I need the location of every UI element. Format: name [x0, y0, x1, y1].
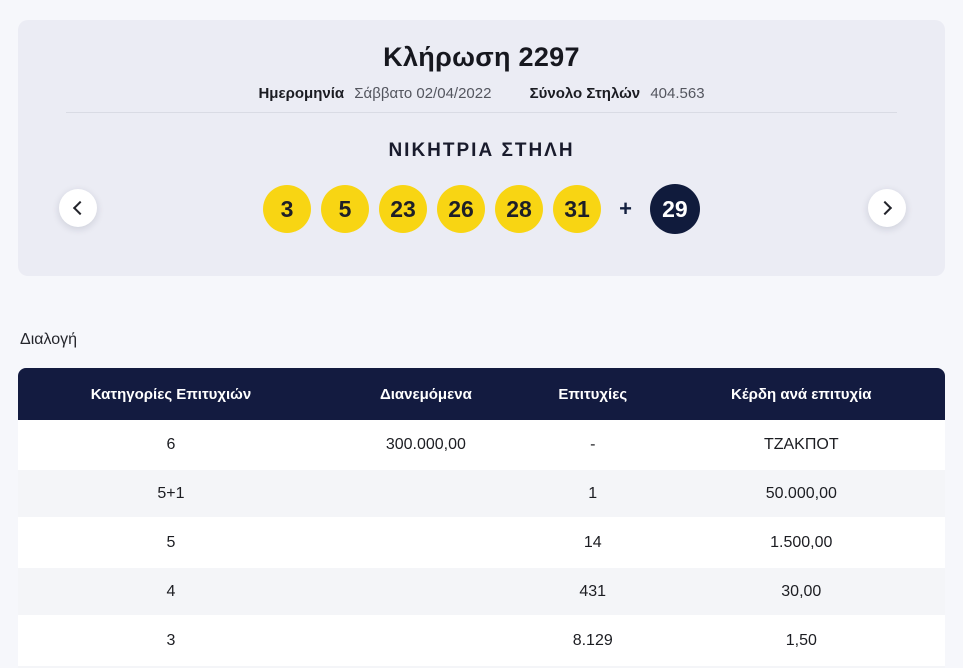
- cell-wins: 14: [583, 533, 602, 551]
- header-distributed: Διανεμόμενα: [379, 385, 472, 403]
- draw-title: Κλήρωση 2297: [383, 42, 580, 72]
- number-ball: 5: [321, 185, 370, 233]
- header-categories: Κατηγορίες Επιτυχιών: [90, 385, 252, 403]
- next-draw-button[interactable]: [868, 189, 906, 227]
- date-label: Ημερομηνία: [258, 85, 345, 102]
- cell-category: 3: [166, 631, 176, 649]
- cell-category: 6: [166, 435, 176, 453]
- columns-label: Σύνολο Στηλών: [529, 85, 641, 102]
- results-table: Κατηγορίες Επιτυχιών Διανεμόμενα Επιτυχί…: [18, 368, 945, 668]
- previous-draw-button[interactable]: [59, 189, 97, 227]
- header-prize: Κέρδη ανά επιτυχία: [731, 385, 872, 403]
- table-row: 4 431 30,00: [18, 567, 945, 616]
- chevron-left-icon: [72, 200, 88, 216]
- cell-prize: 50.000,00: [765, 484, 837, 502]
- table-body: 6 300.000,00 - ΤΖΑΚΠΟΤ 5+1 1 50.000,00 5 14 1.500…: [18, 420, 945, 665]
- results-section-label: Διαλογή: [20, 331, 78, 348]
- table-row: 6 300.000,00 - ΤΖΑΚΠΟΤ: [18, 420, 945, 469]
- table-header-row: Κατηγορίες Επιτυχιών Διανεμόμενα Επιτυχί…: [18, 368, 945, 420]
- cell-prize: ΤΖΑΚΠΟΤ: [763, 435, 839, 453]
- table-row: 5+1 1 50.000,00: [18, 469, 945, 518]
- date-value: Σάββατο 02/04/2022: [354, 85, 492, 102]
- table-row: 3 8.129 1,50: [18, 616, 945, 665]
- cell-wins: 8.129: [572, 631, 613, 649]
- header-wins: Επιτυχίες: [558, 385, 628, 403]
- cell-prize: 30,00: [781, 582, 822, 600]
- number-ball: 26: [437, 185, 486, 233]
- cell-wins: 431: [579, 582, 607, 600]
- bonus-number-ball: 29: [649, 184, 700, 234]
- cell-category: 4: [166, 582, 176, 600]
- cell-category: 5+1: [157, 484, 185, 502]
- number-ball: 23: [379, 185, 428, 233]
- number-ball: 28: [495, 185, 544, 233]
- cell-prize: 1.500,00: [770, 533, 833, 551]
- table-row: 5 14 1.500,00: [18, 518, 945, 567]
- winning-column-title: ΝΙΚΗΤΡΙΑ ΣΤΗΛΗ: [388, 140, 575, 161]
- cell-distributed: 300.000,00: [385, 435, 466, 453]
- cell-wins: 1: [588, 484, 598, 502]
- number-ball: 31: [553, 185, 602, 233]
- number-ball: 3: [263, 185, 312, 233]
- total-columns: Σύνολο Στηλών 404.563: [530, 85, 705, 102]
- chevron-right-icon: [877, 200, 893, 216]
- cell-wins: -: [590, 435, 596, 453]
- main-numbers: 3 5 23 26 28 31: [263, 185, 602, 233]
- draw-card: Κλήρωση 2297 Ημερομηνία Σάββατο 02/04/20…: [18, 20, 945, 276]
- winning-numbers-row: 3 5 23 26 28 31 + 29: [18, 184, 945, 234]
- draw-date: Ημερομηνία Σάββατο 02/04/2022: [258, 85, 491, 102]
- cell-category: 5: [166, 533, 176, 551]
- card-divider: [66, 112, 897, 113]
- plus-sign: +: [619, 196, 632, 221]
- columns-value: 404.563: [650, 85, 705, 102]
- cell-prize: 1,50: [785, 631, 817, 649]
- draw-meta: Ημερομηνία Σάββατο 02/04/2022 Σύνολο Στη…: [18, 85, 945, 102]
- next-row-partial: [18, 665, 945, 668]
